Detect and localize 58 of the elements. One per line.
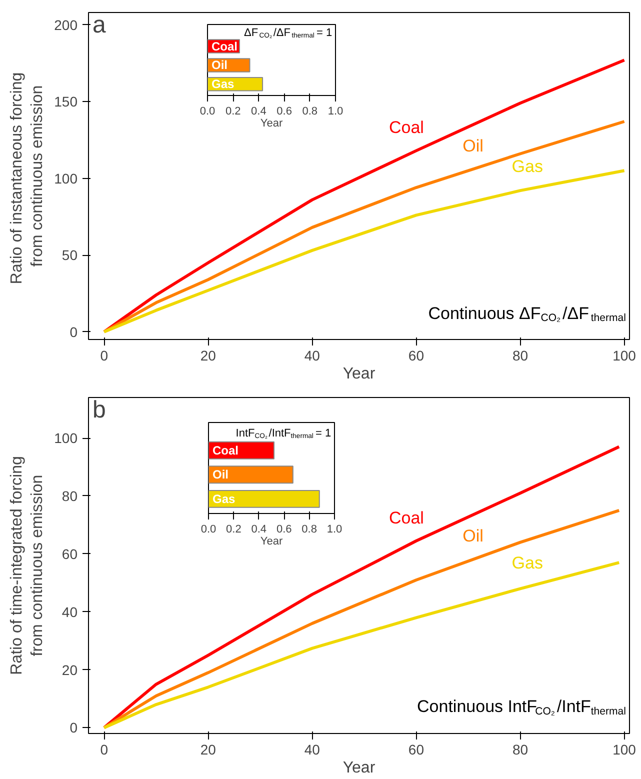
x-tick-label: 40 [304, 348, 320, 364]
x-tick-label: 0.4 [251, 524, 267, 536]
x-axis-title: Year [260, 118, 283, 130]
x-tick-label: 0.2 [225, 106, 241, 118]
y-tick-label: 0 [70, 720, 78, 736]
y-tick-label: 150 [54, 94, 78, 110]
series-label: Oil [462, 526, 484, 546]
x-tick-label: 20 [200, 742, 216, 758]
x-tick-label: 60 [408, 348, 424, 364]
x-tick-label: 0.6 [276, 106, 292, 118]
category-label: Coal [212, 39, 238, 54]
y-axis-title: Ratio of instantaneous forcing from continuous emission [8, 72, 46, 284]
x-tick-label: 1.0 [328, 106, 344, 118]
category-label: Gas [212, 77, 234, 92]
y-tick-label: 60 [62, 546, 78, 562]
y-tick-label: 100 [54, 170, 78, 186]
x-tick-label: 0.8 [302, 524, 317, 536]
y-tick-label: 200 [54, 16, 78, 33]
annotation: a [92, 12, 106, 38]
x-axis-title: Year [342, 760, 376, 776]
category-label: Gas [212, 492, 236, 506]
x-tick-label: 80 [512, 742, 528, 758]
series-label: Gas [512, 157, 543, 176]
y-tick-label: 20 [62, 662, 78, 678]
x-tick-label: 0.8 [302, 106, 318, 118]
bar [208, 490, 320, 508]
x-tick-label: 0 [100, 742, 108, 758]
category-label: Oil [212, 58, 228, 72]
x-axis-title: Year [260, 536, 283, 548]
x-tick-label: 0.0 [200, 106, 216, 118]
y-tick-label: 40 [62, 604, 78, 620]
x-tick-label: 100 [612, 742, 636, 758]
category-label: Coal [212, 443, 239, 458]
x-tick-label: 40 [304, 742, 320, 758]
series-label: Gas [512, 554, 543, 573]
y-tick-label: 0 [70, 324, 78, 340]
x-axis-title: Year [342, 366, 376, 382]
series-label: Coal [388, 508, 424, 528]
y-tick-label: 50 [62, 247, 78, 264]
y-tick-label: 80 [62, 488, 78, 504]
bar [208, 466, 294, 484]
x-tick-label: 0.2 [226, 524, 242, 536]
category-label: Oil [212, 468, 229, 482]
x-tick-label: 0.6 [276, 524, 292, 536]
x-tick-label: 0.4 [251, 106, 266, 118]
x-tick-label: 0.0 [200, 524, 216, 536]
x-tick-label: 0 [100, 348, 108, 364]
x-tick-label: 100 [612, 348, 636, 364]
line-series [102, 58, 626, 334]
y-tick-label: 100 [54, 430, 78, 446]
x-tick-label: 20 [200, 348, 216, 364]
y-axis-title: Ratio of time-integrated forcing from continuous emission [8, 456, 46, 675]
x-tick-label: 1.0 [326, 524, 342, 536]
series-label: Oil [462, 136, 484, 156]
series-label: Coal [388, 118, 424, 138]
annotation: b [92, 396, 106, 424]
x-tick-label: 60 [408, 742, 424, 758]
x-tick-label: 80 [512, 348, 528, 364]
